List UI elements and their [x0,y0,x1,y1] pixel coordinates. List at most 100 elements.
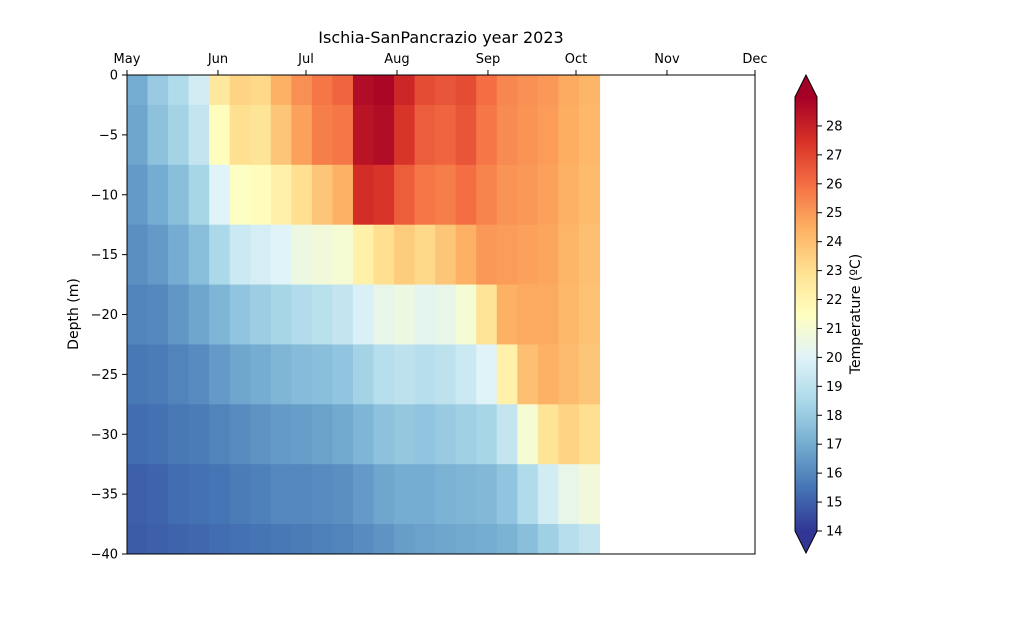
heatmap-cell [250,344,272,405]
heatmap-cell [578,344,601,405]
y-tick-label: −30 [91,428,118,443]
y-tick-label: 0 [110,69,118,84]
colorbar-tick-label: 17 [826,438,843,453]
heatmap-cell [270,404,292,465]
heatmap-cell [270,344,292,405]
heatmap-cell [394,344,416,405]
colorbar: 14 15 16 17 18 19 20 21 22 23 24 25 26 27 28 [794,73,843,555]
heatmap-cell [394,284,416,346]
heatmap-cell [291,524,313,554]
heatmap-cell [496,404,518,465]
heatmap-cell [291,164,313,226]
heatmap-cell [250,104,272,166]
heatmap-cell [496,164,518,226]
x-tick-label: Sep [476,52,501,67]
heatmap-cell [209,404,231,465]
heatmap-cell [311,284,334,346]
heatmap-cell [229,284,251,346]
colorbar-tick-label: 14 [826,525,843,540]
heatmap-cell [352,104,375,166]
heatmap-cell [270,224,292,286]
y-tick-label: −5 [99,128,118,143]
heatmap-cell [127,524,149,554]
heatmap-cell [394,75,416,106]
heatmap-cell [496,524,518,554]
heatmap-cell [578,524,601,554]
y-tick-label: −10 [91,188,118,203]
heatmap-cell [332,164,354,226]
y-tick-label: −20 [91,308,118,323]
heatmap-cell [209,224,231,286]
heatmap-cell [455,164,477,226]
heatmap-cell [496,284,518,346]
heatmap-cell [147,164,169,226]
heatmap-cell [291,75,313,106]
heatmap-cell [455,524,477,554]
heatmap-cell [291,104,313,166]
heatmap-cell [373,224,395,286]
colorbar-tick-label: 27 [826,148,843,163]
heatmap-cell [168,464,190,525]
heatmap-cell [209,164,231,226]
heatmap-cell [476,284,498,346]
heatmap-cell [455,344,477,405]
heatmap-cell [517,404,539,465]
heatmap-cell [537,404,559,465]
heatmap-cell [476,524,498,554]
heatmap-cell [558,464,580,525]
y-axis-title: Depth (m) [66,278,82,350]
heatmap-cell [188,344,210,405]
heatmap-cell [558,104,580,166]
heatmap-cell [311,164,334,226]
heatmap-cell [373,404,395,465]
y-tick-label: −35 [91,488,118,503]
colorbar-tick-label: 24 [826,235,843,250]
heatmap-cell [558,344,580,405]
heatmap-cell [127,224,149,286]
heatmap-cell [229,224,251,286]
heatmap-cell [414,104,436,166]
x-tick-label: Jul [297,52,314,67]
heatmap-cell [558,75,580,106]
heatmap-cell [537,344,559,405]
heatmap-cell [373,344,395,405]
heatmap-cell [147,404,169,465]
heatmap-cell [394,464,416,525]
heatmap-cell [168,284,190,346]
colorbar-tick-label: 15 [826,496,843,511]
heatmap-cell [311,464,334,525]
heatmap-cell [414,524,436,554]
heatmap-cell [496,104,518,166]
heatmap-cell [558,524,580,554]
heatmap-cell [250,164,272,226]
heatmap-cell [291,224,313,286]
heatmap-cell [435,284,457,346]
heatmap-cell [476,104,498,166]
heatmap-cell [537,524,559,554]
heatmap-cell [517,224,539,286]
heatmap-cell [229,164,251,226]
heatmap-cell [291,404,313,465]
heatmap-cell [127,404,149,465]
heatmap-cell [435,75,457,106]
heatmap-cell [394,404,416,465]
heatmap-cell [127,164,149,226]
heatmap-cell [476,404,498,465]
heatmap-cell [311,75,334,106]
heatmap-cell [332,404,354,465]
heatmap-cell [291,464,313,525]
chart-title: Ischia-SanPancrazio year 2023 [318,28,563,47]
heatmap-cell [414,224,436,286]
heatmap-cell [476,464,498,525]
heatmap-cell [496,464,518,525]
heatmap-cell [332,75,354,106]
heatmap-cell [558,224,580,286]
heatmap-cell [188,164,210,226]
heatmap-cell [188,464,210,525]
heatmap-cell [188,75,210,106]
heatmap-cell [188,404,210,465]
heatmap-cell [537,224,559,286]
heatmap-cell [578,104,601,166]
heatmap-cell [394,524,416,554]
